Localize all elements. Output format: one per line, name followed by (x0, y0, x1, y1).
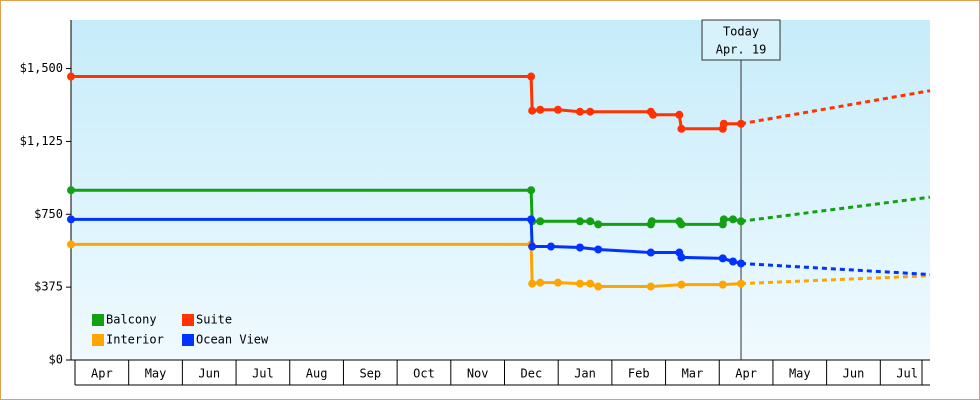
point (728, 215, 737, 224)
point (536, 217, 545, 226)
legend-swatch (92, 314, 104, 326)
x-tick-label: Jun (198, 367, 220, 381)
x-tick-label: Jun (843, 367, 865, 381)
point (737, 259, 746, 268)
point (647, 217, 656, 226)
x-tick-label: Oct (413, 367, 435, 381)
point (586, 217, 595, 226)
today-label: Today (723, 25, 759, 39)
x-tick-label: Nov (467, 367, 489, 381)
point (575, 107, 584, 116)
point (67, 240, 75, 249)
point (594, 245, 603, 254)
series-line (71, 242, 742, 289)
point (528, 279, 537, 288)
point (737, 119, 746, 128)
forecast-line (740, 89, 931, 126)
point (527, 72, 536, 81)
legend-swatch (182, 334, 194, 346)
point (728, 257, 737, 266)
point (553, 105, 562, 114)
point (718, 280, 727, 289)
x-tick-label: May (145, 367, 167, 381)
forecast-line (740, 261, 931, 277)
x-tick-label: Sep (359, 367, 381, 381)
point (737, 217, 746, 226)
point (719, 215, 728, 224)
point (553, 278, 562, 287)
x-tick-label: Jul (896, 367, 918, 381)
y-tick-label: $1,125 (20, 134, 63, 148)
today-box (701, 19, 781, 61)
legend-label: Ocean View (196, 333, 269, 347)
point (586, 107, 595, 116)
y-tick-label: $375 (34, 280, 63, 294)
x-tick-label: Feb (628, 367, 650, 381)
point (718, 254, 727, 263)
point (67, 215, 75, 224)
point (677, 253, 686, 262)
point (675, 110, 684, 119)
point (527, 215, 536, 224)
point (546, 242, 555, 251)
point (677, 124, 686, 133)
legend-label: Suite (196, 313, 232, 327)
point (528, 242, 537, 251)
point (719, 119, 728, 128)
point (677, 220, 686, 229)
point (737, 279, 746, 288)
point (575, 243, 584, 252)
point (648, 110, 657, 119)
point (646, 248, 655, 257)
point (646, 282, 655, 291)
point (528, 106, 537, 115)
legend-swatch (182, 314, 194, 326)
point (594, 220, 603, 229)
x-tick-label: May (789, 367, 811, 381)
x-tick-label: Aug (306, 367, 328, 381)
y-tick-label: $750 (34, 207, 63, 221)
x-tick-label: Apr (735, 367, 757, 381)
point (67, 186, 75, 195)
point (575, 217, 584, 226)
point (536, 278, 545, 287)
point (536, 105, 545, 114)
point (527, 186, 536, 195)
x-tick-label: Apr (91, 367, 113, 381)
point (586, 279, 595, 288)
point (67, 72, 75, 81)
legend-swatch (92, 334, 104, 346)
forecast-line (740, 195, 931, 223)
x-tick-label: Mar (682, 367, 704, 381)
point (594, 282, 603, 291)
y-tick-label: $1,500 (20, 61, 63, 75)
x-tick-label: Dec (521, 367, 543, 381)
point (575, 279, 584, 288)
forecast-line (740, 274, 931, 286)
legend-label: Balcony (106, 313, 157, 327)
y-tick-label: $0 (49, 353, 63, 367)
x-tick-label: Jan (574, 367, 596, 381)
legend-label: Interior (106, 333, 164, 347)
point (677, 280, 686, 289)
today-date: Apr. 19 (716, 43, 767, 57)
x-tick-label: Jul (252, 367, 274, 381)
